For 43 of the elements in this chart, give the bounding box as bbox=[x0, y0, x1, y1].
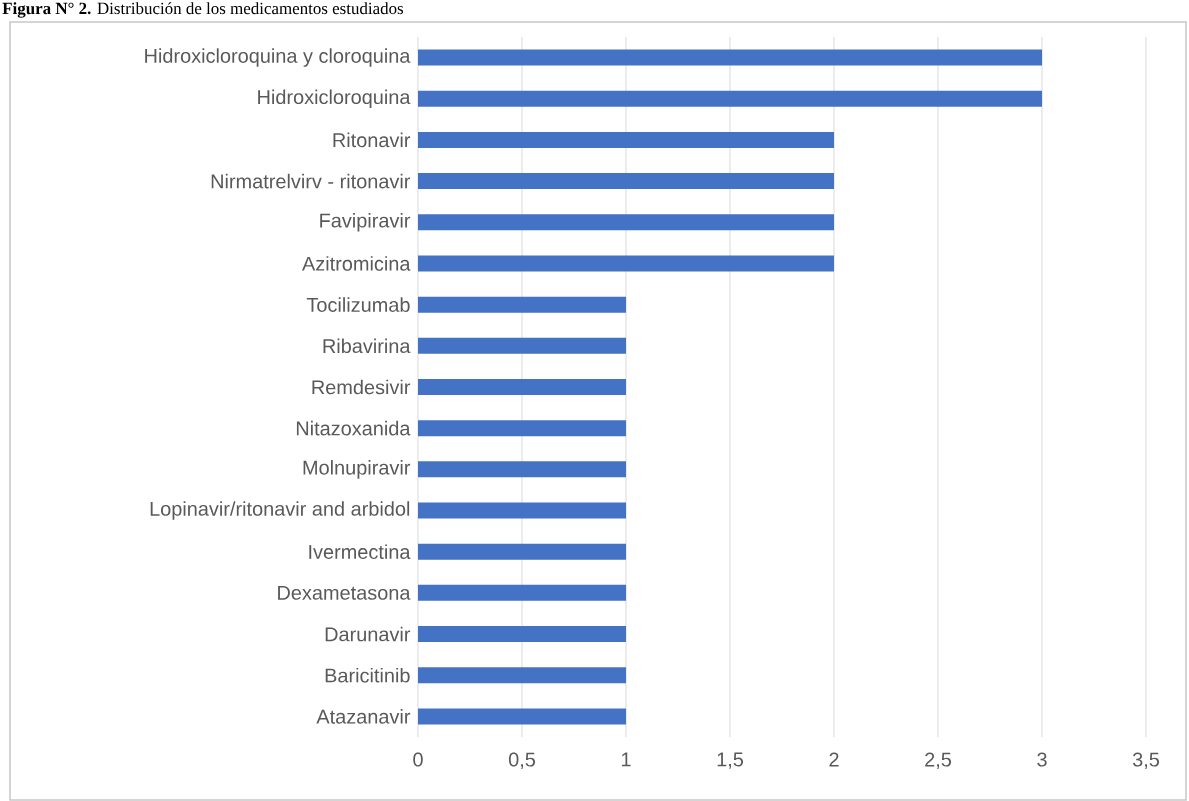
bar bbox=[418, 173, 835, 190]
y-tick-label: Nirmatrelvirv - ritonavir bbox=[211, 173, 411, 189]
x-tick-label: 1,5 bbox=[717, 752, 744, 769]
x-tick-label: 3,5 bbox=[1132, 752, 1160, 769]
bar bbox=[418, 378, 627, 395]
bar bbox=[418, 543, 627, 560]
x-tick-label: 2 bbox=[829, 752, 839, 767]
text: Figura N° 2. Distribución de los medicamentos estudiados bbox=[2, 2, 404, 18]
y-tick-label: Favipiravir bbox=[320, 213, 411, 232]
y-tick-label: Azitromicina bbox=[302, 256, 411, 271]
bar bbox=[418, 420, 627, 437]
x-tick-label: 2,5 bbox=[925, 752, 952, 769]
bar bbox=[418, 708, 627, 725]
bar bbox=[418, 502, 627, 519]
y-tick-label: Ribavirina bbox=[323, 338, 411, 354]
bar bbox=[418, 667, 627, 684]
y-tick-label: Lopinavir/ritonavir and arbidol bbox=[150, 501, 410, 520]
bar bbox=[418, 626, 627, 643]
bar bbox=[418, 90, 1043, 107]
x-tick-label: 1 bbox=[621, 752, 631, 767]
y-tick-label: Baricitinib bbox=[325, 667, 410, 683]
bar bbox=[418, 255, 835, 272]
bar bbox=[418, 337, 627, 354]
y-tick-label: Molnupiravir bbox=[303, 460, 411, 479]
bar bbox=[418, 214, 835, 231]
y-tick-label: Darunavir bbox=[325, 626, 411, 642]
y-tick-label: Dexametasona bbox=[278, 585, 411, 600]
bar bbox=[418, 461, 627, 478]
x-tick-label: 3 bbox=[1037, 752, 1047, 767]
y-tick-label: Atazanavir bbox=[316, 709, 411, 724]
bar bbox=[418, 584, 627, 601]
y-tick-label: Remdesivir bbox=[312, 379, 411, 395]
x-tick-label: 0,5 bbox=[508, 752, 536, 769]
y-tick-label: Tocilizumab bbox=[306, 297, 410, 312]
y-tick-label: Nitazoxanida bbox=[296, 420, 411, 436]
bar bbox=[418, 49, 1043, 66]
y-tick-label: Ivermectina bbox=[309, 544, 411, 560]
bar bbox=[418, 296, 627, 313]
x-tick-label: 0 bbox=[413, 752, 423, 767]
bar bbox=[418, 131, 835, 148]
y-tick-label: Hidroxicloroquina bbox=[258, 89, 411, 109]
y-tick-label: Ritonavir bbox=[333, 132, 411, 148]
y-tick-label: Hidroxicloroquina y cloroquina bbox=[145, 48, 411, 67]
